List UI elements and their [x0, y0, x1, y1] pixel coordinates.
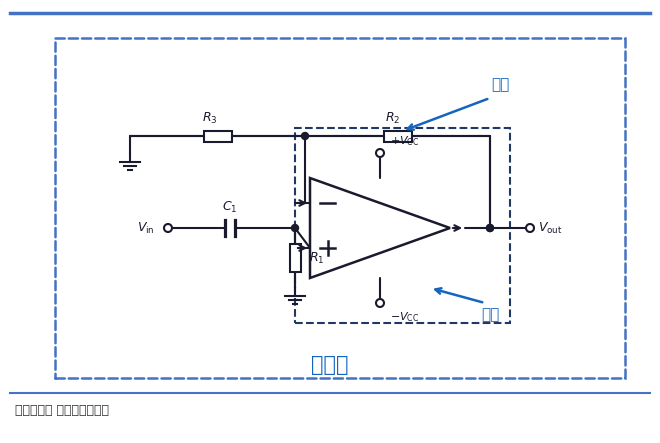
Bar	[290, 244, 300, 272]
Circle shape	[376, 299, 384, 307]
Text: 运放: 运放	[481, 307, 499, 323]
Circle shape	[376, 149, 384, 157]
Bar	[295, 128, 510, 323]
Circle shape	[486, 225, 494, 232]
Text: $C_1$: $C_1$	[222, 200, 238, 215]
Circle shape	[526, 224, 534, 232]
Text: $R_2$: $R_2$	[385, 111, 400, 126]
Text: $R_3$: $R_3$	[202, 111, 217, 126]
Text: $V_{\mathrm{in}}$: $V_{\mathrm{in}}$	[137, 221, 155, 236]
Text: $V_{\mathrm{out}}$: $V_{\mathrm{out}}$	[538, 221, 563, 236]
Circle shape	[486, 225, 494, 232]
Circle shape	[302, 132, 308, 140]
Circle shape	[292, 225, 298, 232]
Bar	[383, 131, 411, 141]
Text: 电阵: 电阵	[491, 78, 509, 93]
Text: $+V_{\mathrm{CC}}$: $+V_{\mathrm{CC}}$	[390, 134, 419, 148]
Text: $R_1$: $R_1$	[309, 250, 325, 265]
Text: 资料来源： 东兴证券研究所: 资料来源： 东兴证券研究所	[15, 404, 109, 416]
Circle shape	[164, 224, 172, 232]
Text: $-V_{\mathrm{CC}}$: $-V_{\mathrm{CC}}$	[390, 310, 419, 324]
Text: 滤波器: 滤波器	[312, 355, 348, 375]
Bar	[203, 131, 232, 141]
Bar	[55, 38, 625, 378]
